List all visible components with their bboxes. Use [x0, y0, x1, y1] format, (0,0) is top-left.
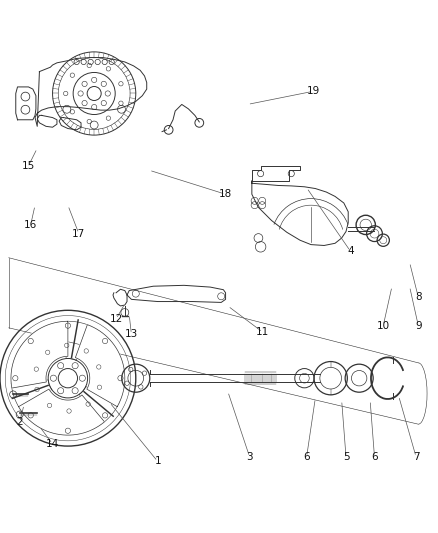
Text: 15: 15: [22, 161, 35, 171]
Text: 3: 3: [246, 452, 253, 462]
Text: 8: 8: [415, 292, 422, 302]
Text: 18: 18: [219, 189, 232, 199]
Text: 6: 6: [371, 452, 378, 462]
Text: 10: 10: [377, 321, 390, 330]
Text: 9: 9: [415, 321, 422, 330]
Polygon shape: [75, 325, 125, 407]
Text: 7: 7: [413, 452, 420, 462]
Text: 14: 14: [46, 439, 59, 449]
Text: 6: 6: [303, 452, 310, 462]
Text: 19: 19: [307, 86, 320, 96]
Text: 4: 4: [347, 246, 354, 256]
Text: 11: 11: [256, 327, 269, 337]
Text: 13: 13: [125, 329, 138, 340]
Polygon shape: [18, 389, 105, 435]
Polygon shape: [11, 321, 68, 388]
Text: 17: 17: [72, 229, 85, 239]
Text: 2: 2: [16, 417, 23, 427]
Text: 12: 12: [110, 314, 123, 324]
Text: 1: 1: [154, 456, 161, 466]
Text: 5: 5: [343, 452, 350, 462]
Text: 16: 16: [24, 220, 37, 230]
